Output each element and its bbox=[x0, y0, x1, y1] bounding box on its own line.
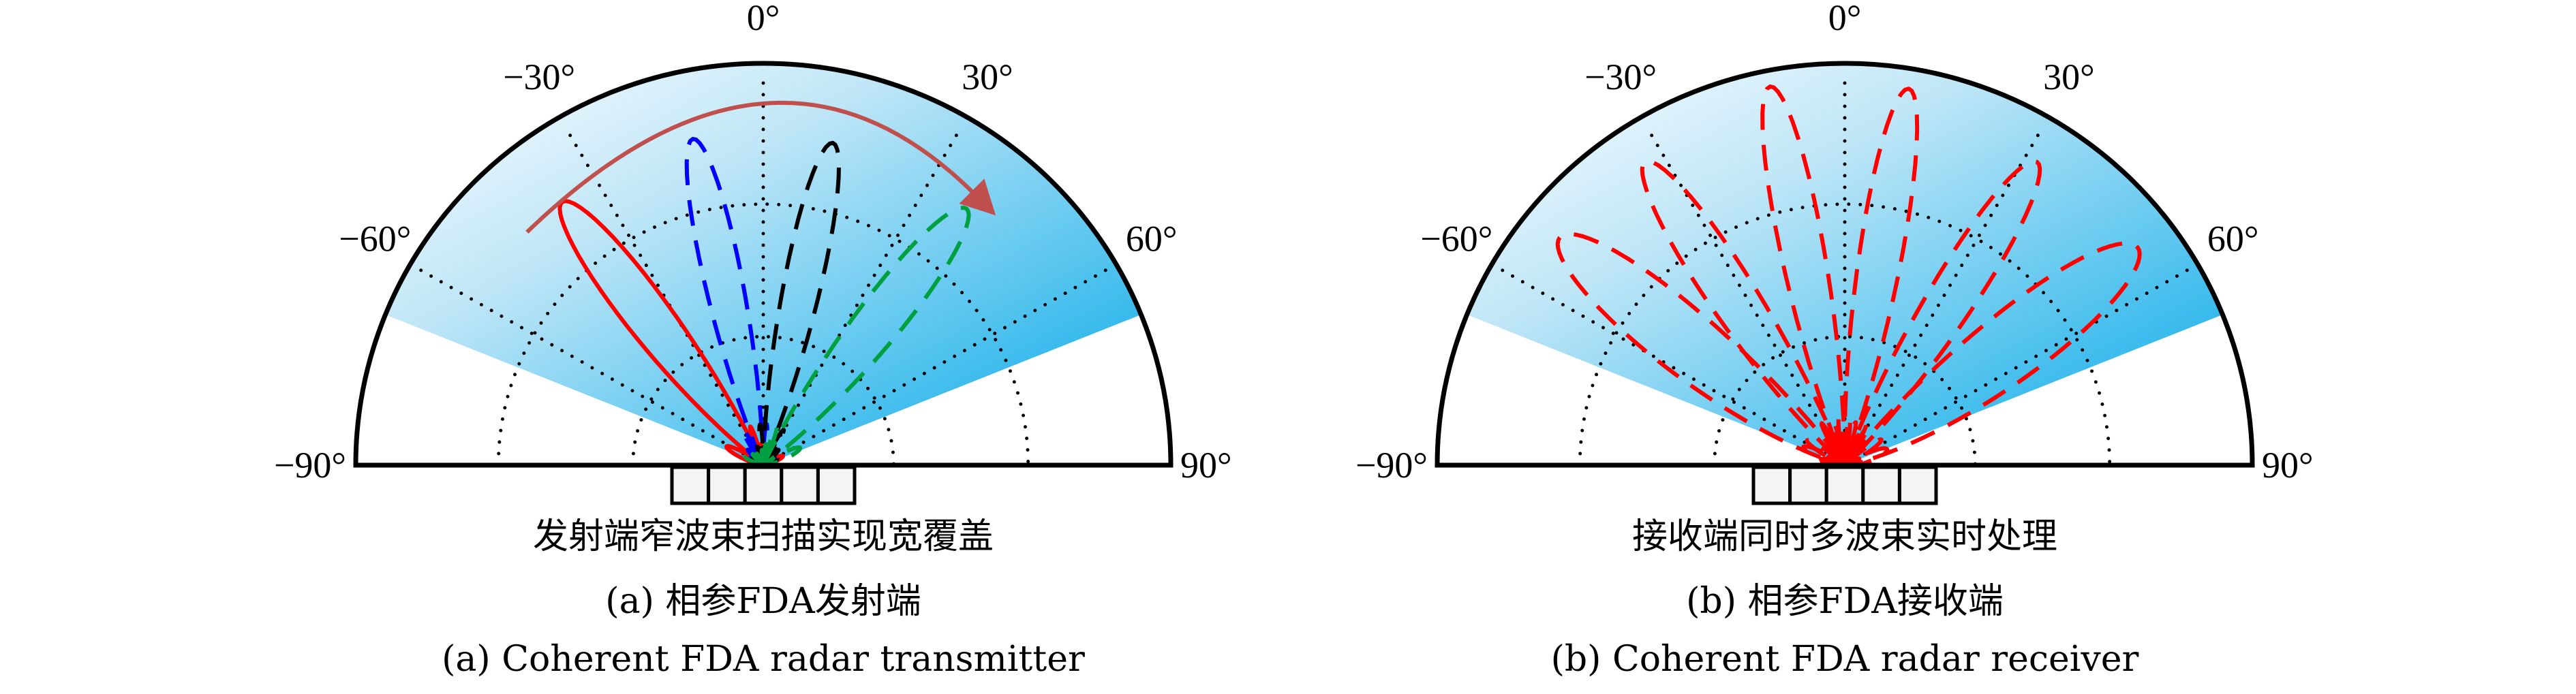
grid-spoke bbox=[1843, 125, 2044, 467]
angle-tick-label: −30° bbox=[1584, 57, 1657, 97]
caption-caption-line1: 发射端窄波束扫描实现宽覆盖 bbox=[533, 516, 994, 557]
angle-tick-label: 30° bbox=[962, 57, 1013, 97]
grid-spoke bbox=[564, 125, 765, 467]
caption-caption-line3: (b) Coherent FDA radar receiver bbox=[1551, 639, 2139, 680]
grid-ring bbox=[1578, 202, 2112, 467]
caption-caption-line1: 接收端同时多波束实时处理 bbox=[1632, 516, 2057, 557]
coverage-sector bbox=[385, 63, 1141, 466]
array-element bbox=[1824, 465, 1865, 505]
polar-outline bbox=[1435, 61, 2255, 468]
angle-tick-label: −30° bbox=[503, 57, 575, 97]
array-element bbox=[1897, 465, 1938, 505]
angle-tick-label: 90° bbox=[1180, 445, 1232, 486]
caption-caption-line2: (b) 相参FDA接收端 bbox=[1686, 581, 2004, 622]
grid-spoke bbox=[1645, 125, 1847, 467]
scan-arrow-head-icon bbox=[959, 178, 996, 216]
grid-spoke bbox=[419, 268, 765, 467]
panel-b-receiver: −90° −60° −30° 0° 30° 60° 90° 接收端同时多波束实时处理 (b) 相… bbox=[1355, 0, 2314, 680]
array-element bbox=[1861, 465, 1901, 505]
array-element bbox=[743, 465, 784, 505]
angle-tick-label: 0° bbox=[1828, 0, 1862, 38]
grid-spoke bbox=[761, 268, 1107, 467]
array-element bbox=[670, 465, 711, 505]
array-element bbox=[1788, 465, 1828, 505]
grid-spoke bbox=[1501, 268, 1847, 467]
angle-tick-label: −60° bbox=[1420, 219, 1492, 259]
angle-tick-label: 0° bbox=[747, 0, 780, 38]
array-element bbox=[816, 465, 857, 505]
caption-caption-line2: (a) 相参FDA发射端 bbox=[605, 581, 921, 622]
angle-tick-label: 30° bbox=[2043, 57, 2095, 97]
panel-a-transmitter: −90° −60° −30° 0° 30° 60° 90° 发射端窄波束扫描实现宽覆盖 (a) … bbox=[274, 0, 1232, 680]
angle-tick-label: 60° bbox=[1126, 219, 1178, 259]
scan-arrow-arc bbox=[525, 100, 979, 234]
array-element bbox=[707, 465, 747, 505]
angle-tick-label: −90° bbox=[1355, 445, 1428, 486]
caption-caption-line3: (a) Coherent FDA radar transmitter bbox=[442, 639, 1085, 680]
angle-tick-label: 60° bbox=[2207, 219, 2259, 259]
angle-tick-label: 90° bbox=[2262, 445, 2314, 486]
angle-tick-label: −60° bbox=[339, 219, 411, 259]
array-element bbox=[1751, 465, 1792, 505]
grid-spoke bbox=[1843, 268, 2189, 467]
angle-tick-label: −90° bbox=[274, 445, 346, 486]
grid-ring bbox=[496, 202, 1030, 467]
grid-spoke bbox=[761, 125, 963, 467]
polar-outline bbox=[353, 61, 1174, 468]
array-element bbox=[780, 465, 820, 505]
